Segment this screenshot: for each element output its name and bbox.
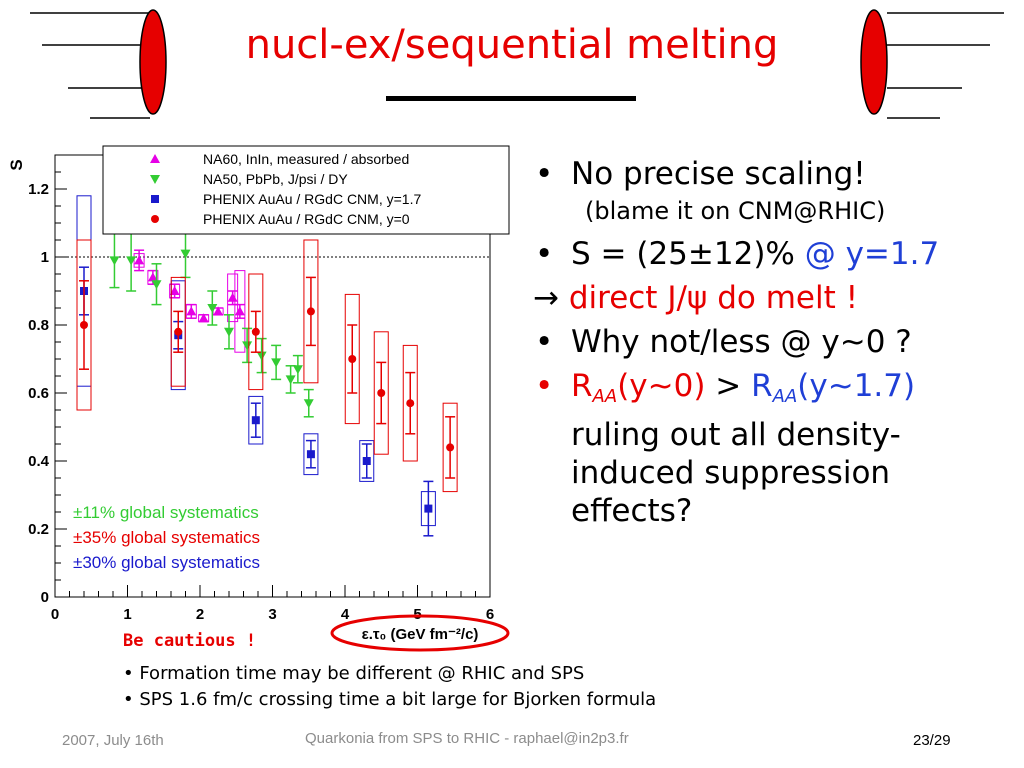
- slide-title: nucl-ex/sequential melting: [245, 22, 779, 68]
- data-point-na60: [198, 313, 209, 323]
- x-tick-label: 5: [413, 606, 421, 623]
- data-point-na60: [227, 292, 238, 302]
- sys-box: [248, 395, 264, 445]
- data-point-na60: [134, 255, 145, 265]
- data-point-phenix-y17: [306, 450, 315, 459]
- legend-marker: [151, 215, 159, 223]
- legend-entry: PHENIX AuAu / RGdC CNM, y=0: [203, 211, 410, 227]
- sys-box: [359, 440, 375, 482]
- sys-box: [303, 239, 319, 384]
- data-point-na60: [213, 306, 224, 316]
- y-tick-label: 0.2: [28, 521, 49, 538]
- global-systematics-note: ±11% global systematics: [73, 503, 259, 522]
- red-ellipse-right: [860, 9, 888, 115]
- data-point-phenix-y0: [446, 443, 455, 452]
- bullet-list: • No precise scaling! (blame it on CNM@RH…: [533, 155, 1013, 536]
- sys-box: [402, 344, 418, 462]
- data-point-na50: [303, 399, 314, 409]
- x-tick-label: 6: [486, 606, 494, 623]
- sys-box: [344, 293, 360, 425]
- bullet-sub-cnm: (blame it on CNM@RHIC): [585, 197, 886, 225]
- data-point-na60: [169, 286, 180, 295]
- data-point-na50: [126, 256, 137, 266]
- y-tick-label: 0.6: [28, 385, 49, 402]
- sys-box: [303, 433, 319, 476]
- data-point-na50: [242, 341, 253, 351]
- xlabel-highlight-ellipse: [330, 614, 510, 652]
- page-number: 23/29: [913, 732, 951, 749]
- sys-box: [442, 402, 458, 493]
- data-point-na50: [207, 304, 218, 313]
- sys-box: [234, 270, 246, 353]
- legend-entry: PHENIX AuAu / RGdC CNM, y=1.7: [203, 191, 421, 207]
- data-point-na60: [186, 306, 197, 316]
- y-axis-label: S: [7, 159, 26, 170]
- notes-list: • Formation time may be different @ RHIC…: [123, 663, 656, 715]
- bullet-raa: • RAA(y~0) > RAA(y~1.7) ruling out all de…: [535, 368, 916, 529]
- title-underline: [386, 96, 636, 101]
- red-ellipse-left: [139, 9, 167, 115]
- footer-date: 2007, July 16th: [62, 732, 164, 749]
- data-point-na50: [271, 358, 282, 368]
- note-crossing-time: • SPS 1.6 fm/c crossing time a bit large…: [123, 689, 657, 710]
- data-point-phenix-y17: [424, 504, 433, 513]
- data-point-na50: [285, 375, 296, 385]
- bullet-melt: → direct J/ψ do melt !: [533, 280, 859, 316]
- x-tick-label: 3: [268, 606, 276, 623]
- data-point-phenix-y0: [348, 355, 357, 363]
- sys-box: [248, 273, 264, 391]
- data-point-phenix-y0: [406, 399, 415, 408]
- legend-marker: [151, 195, 159, 203]
- global-systematics-note: ±30% global systematics: [73, 553, 260, 572]
- footer-center: Quarkonia from SPS to RHIC - raphael@in2…: [305, 730, 629, 747]
- data-point-na50: [180, 249, 191, 259]
- data-point-na60: [234, 306, 245, 316]
- data-point-na50: [292, 365, 303, 375]
- decor-lines-left: [30, 9, 167, 119]
- sys-box: [373, 331, 389, 455]
- sys-box: [76, 239, 92, 411]
- data-point-phenix-y17: [362, 457, 371, 465]
- x-tick-label: 1: [123, 606, 131, 623]
- data-point-na50: [151, 280, 162, 290]
- bullet-no-scaling: • No precise scaling!: [535, 156, 866, 192]
- data-point-phenix-y0: [80, 321, 88, 329]
- legend-box: [102, 145, 510, 235]
- data-point-phenix-y17: [251, 416, 260, 425]
- bullet-s-value: • S = (25±12)% @ y=1.7: [535, 236, 940, 272]
- legend-entry: NA50, PbPb, J/psi / DY: [203, 171, 348, 187]
- arrow-right-icon: →: [533, 280, 559, 316]
- data-point-na50: [109, 256, 120, 266]
- note-formation-time: • Formation time may be different @ RHIC…: [123, 663, 585, 684]
- legend-marker: [150, 154, 160, 163]
- data-point-phenix-y0: [306, 307, 315, 316]
- y-tick-label: 0.4: [28, 453, 50, 470]
- legend-marker: [150, 175, 160, 184]
- x-axis-label: ε.τ₀ (GeV fm⁻²/c): [362, 626, 479, 643]
- y-tick-label: 0: [41, 589, 49, 606]
- x-tick-label: 0: [51, 606, 59, 623]
- global-systematics-note: ±35% global systematics: [73, 528, 260, 547]
- sys-box: [170, 276, 186, 387]
- scatter-chart: 0 1 2 3 4 5 6 0 0.2 0.4 0.6 0.8 1 1.2Sε.τ₀ (GeV fm⁻²/…: [7, 145, 510, 652]
- x-tick-label: 2: [196, 606, 204, 623]
- y-tick-label: 1: [41, 249, 49, 266]
- caution-heading: Be cautious !: [123, 631, 257, 651]
- data-point-na60: [147, 272, 158, 282]
- x-tick-label: 4: [341, 606, 350, 623]
- data-point-phenix-y0: [377, 389, 386, 397]
- data-point-phenix-y0: [174, 327, 183, 336]
- data-point-na50: [256, 351, 267, 361]
- data-point-na50: [224, 327, 234, 337]
- sys-box: [227, 273, 239, 323]
- y-tick-label: 0.8: [28, 317, 49, 334]
- y-tick-label: 1.2: [28, 181, 49, 198]
- decor-lines-right: [860, 9, 1004, 119]
- bullet-why-not: • Why not/less @ y~0 ?: [535, 324, 912, 360]
- legend-entry: NA60, InIn, measured / absorbed: [203, 151, 409, 167]
- data-point-phenix-y0: [251, 327, 260, 336]
